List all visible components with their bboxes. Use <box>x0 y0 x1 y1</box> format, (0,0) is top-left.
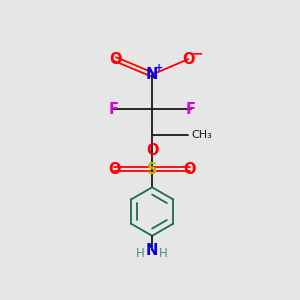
Text: N: N <box>146 243 158 258</box>
Text: O: O <box>182 52 195 67</box>
Text: O: O <box>146 143 158 158</box>
Text: O: O <box>109 52 122 67</box>
Text: H: H <box>159 247 168 260</box>
Text: CH₃: CH₃ <box>192 130 213 140</box>
Text: −: − <box>191 46 203 60</box>
Text: O: O <box>108 162 121 177</box>
Text: +: + <box>155 63 163 73</box>
Text: N: N <box>146 67 158 82</box>
Text: S: S <box>147 162 158 177</box>
Text: O: O <box>183 162 196 177</box>
Text: F: F <box>108 102 118 117</box>
Text: H: H <box>136 247 145 260</box>
Text: F: F <box>186 102 196 117</box>
